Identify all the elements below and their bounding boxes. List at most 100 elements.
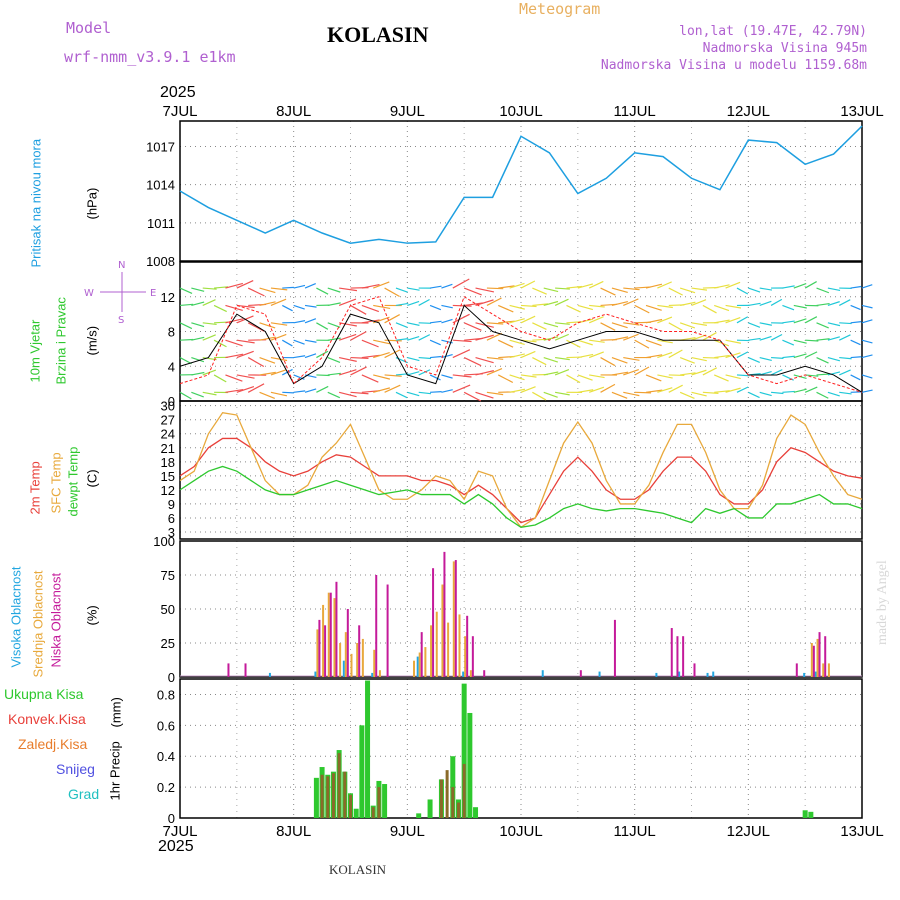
wind-barb (611, 336, 629, 341)
x-tick-label-top: 10JUL (499, 103, 542, 120)
wind-barb (736, 287, 749, 295)
x-tick-label-bottom: 8JUL (276, 823, 311, 840)
y-tick-label: 0 (168, 394, 175, 409)
precip-axis-unit: (mm) (108, 697, 124, 728)
cloud-low-bar (432, 568, 435, 677)
sfc-temp-line (179, 411, 863, 529)
wind-barb (657, 304, 673, 309)
wind-barb (532, 391, 547, 401)
x-tick-label-bottom: 9JUL (390, 823, 425, 840)
legend-convective-rain: Konvek.Kisa (8, 711, 86, 727)
wind-barb (554, 333, 569, 341)
cloud-mid-bar (441, 584, 444, 677)
wind-barb (554, 369, 570, 376)
wind-barb (407, 391, 420, 397)
wind-barb (384, 339, 402, 342)
cloud-low-bar (329, 592, 332, 677)
wind-barb (293, 355, 306, 359)
cloud-axis-title-1: Visoka Oblacnost (8, 566, 24, 668)
wind-barb (270, 356, 288, 362)
wind-barb (805, 339, 819, 342)
wind-barb (588, 316, 604, 324)
wind-barb (793, 304, 807, 309)
wind-barb (838, 299, 851, 306)
wind-barb (714, 284, 730, 289)
wind-barb (395, 302, 409, 307)
wind-barb (827, 356, 841, 362)
y-tick-label: 0.8 (157, 687, 175, 702)
wind-barb (361, 319, 380, 324)
wind-barb (498, 285, 515, 289)
wind-barb (236, 339, 255, 344)
wind-barb (327, 302, 341, 307)
cloud-low-bar (420, 632, 423, 677)
wind-barb (793, 388, 807, 393)
wind-barb (691, 356, 707, 362)
wind-barb (452, 374, 472, 378)
wind-axis-title-1: 10m Vjetar (27, 319, 43, 383)
wind-barb (282, 391, 294, 394)
cloud-high-bar (416, 656, 419, 677)
cloud-low-bar (471, 636, 474, 677)
wind-barb (191, 336, 205, 341)
wind-barb (225, 318, 244, 324)
wind-barb (702, 304, 717, 314)
wind-barb (600, 383, 616, 393)
wind-barb (748, 287, 761, 293)
wind-barb (191, 301, 205, 307)
cloud-mid-bar (827, 663, 830, 677)
wind-barb (793, 339, 807, 344)
wind-barb (293, 339, 305, 345)
wind-barb (861, 389, 873, 393)
wind-barb (827, 391, 840, 397)
cloud-high-bar (706, 672, 709, 677)
wind-barb (759, 300, 772, 307)
wind-barb (304, 318, 317, 324)
cloud-high-bar (655, 672, 658, 677)
wind-barb (634, 391, 652, 394)
cloud-low-bar (375, 575, 378, 677)
wind-barb (247, 357, 265, 368)
x-tick-label-bottom: 10JUL (499, 823, 542, 840)
wind-barb (225, 304, 243, 312)
wind-barb (748, 391, 760, 399)
wind-barb (225, 374, 243, 382)
wind-barb (327, 337, 341, 341)
wind-barb (736, 316, 749, 324)
wind-barb (657, 316, 673, 324)
wind-speed-line (179, 304, 863, 393)
wind-barb (566, 374, 581, 384)
wind-barb (270, 391, 288, 397)
wind-barb (452, 278, 470, 289)
wind-barb (441, 374, 453, 379)
wind-barb (282, 286, 294, 289)
wind-barb (464, 302, 483, 307)
precip-total-bar (461, 683, 467, 818)
wind-barb (191, 391, 204, 398)
wind-barb (850, 321, 862, 324)
wind-barb (350, 356, 369, 359)
precip-convective-bar (456, 802, 460, 818)
wind-barb (725, 339, 742, 344)
cloud-low-bar (682, 636, 685, 677)
wind-barb (486, 391, 504, 396)
y-tick-label: 8 (168, 325, 175, 340)
x-tick-label-bottom: 12JUL (727, 823, 770, 840)
wind-barb (395, 287, 408, 293)
y-tick-label: 0 (168, 670, 175, 685)
wind-barb (486, 332, 503, 341)
wind-barb (486, 368, 503, 376)
cloud-low-bar (483, 670, 486, 677)
wind-barb (373, 304, 391, 310)
wind-barb (589, 386, 605, 393)
panel-frame (179, 400, 863, 540)
wind-barb (725, 374, 741, 380)
wind-barb (543, 391, 558, 398)
wind-barb (827, 301, 840, 307)
wind-barb (384, 287, 400, 298)
wind-barb (202, 322, 217, 326)
wind-axis-unit: (m/s) (84, 325, 100, 356)
pressure-line (179, 125, 863, 244)
wind-barb (225, 353, 244, 359)
wind-barb (179, 338, 194, 341)
